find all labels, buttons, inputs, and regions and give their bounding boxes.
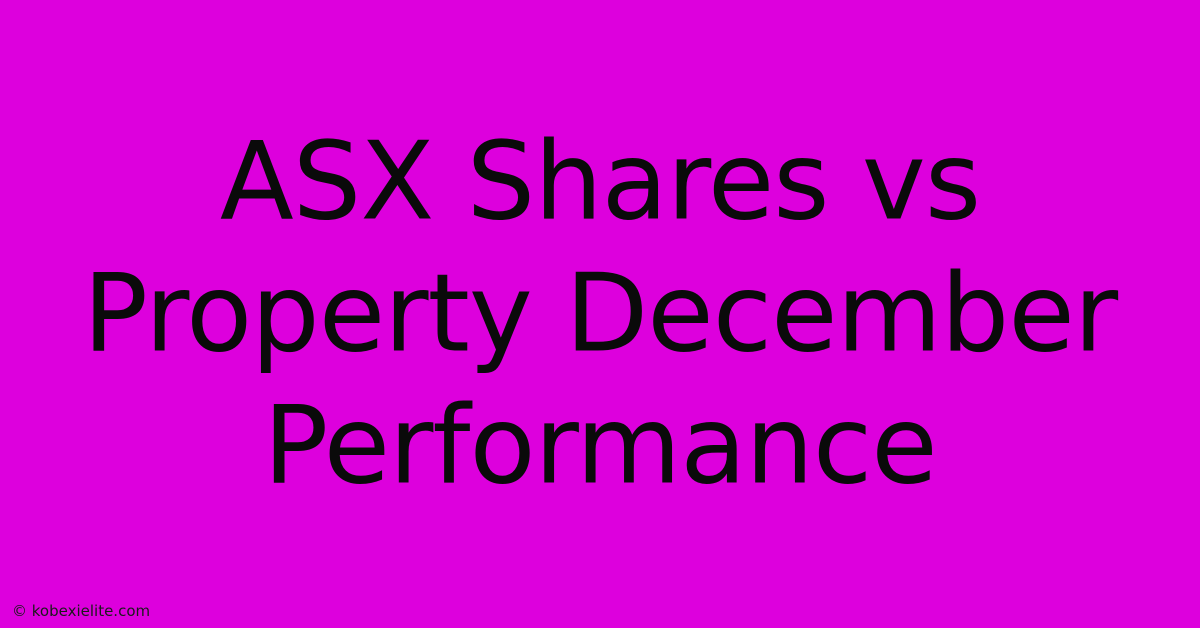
copyright-attribution: © kobexielite.com xyxy=(12,602,150,620)
headline-text: ASX Shares vs Property December Performa… xyxy=(0,116,1200,511)
